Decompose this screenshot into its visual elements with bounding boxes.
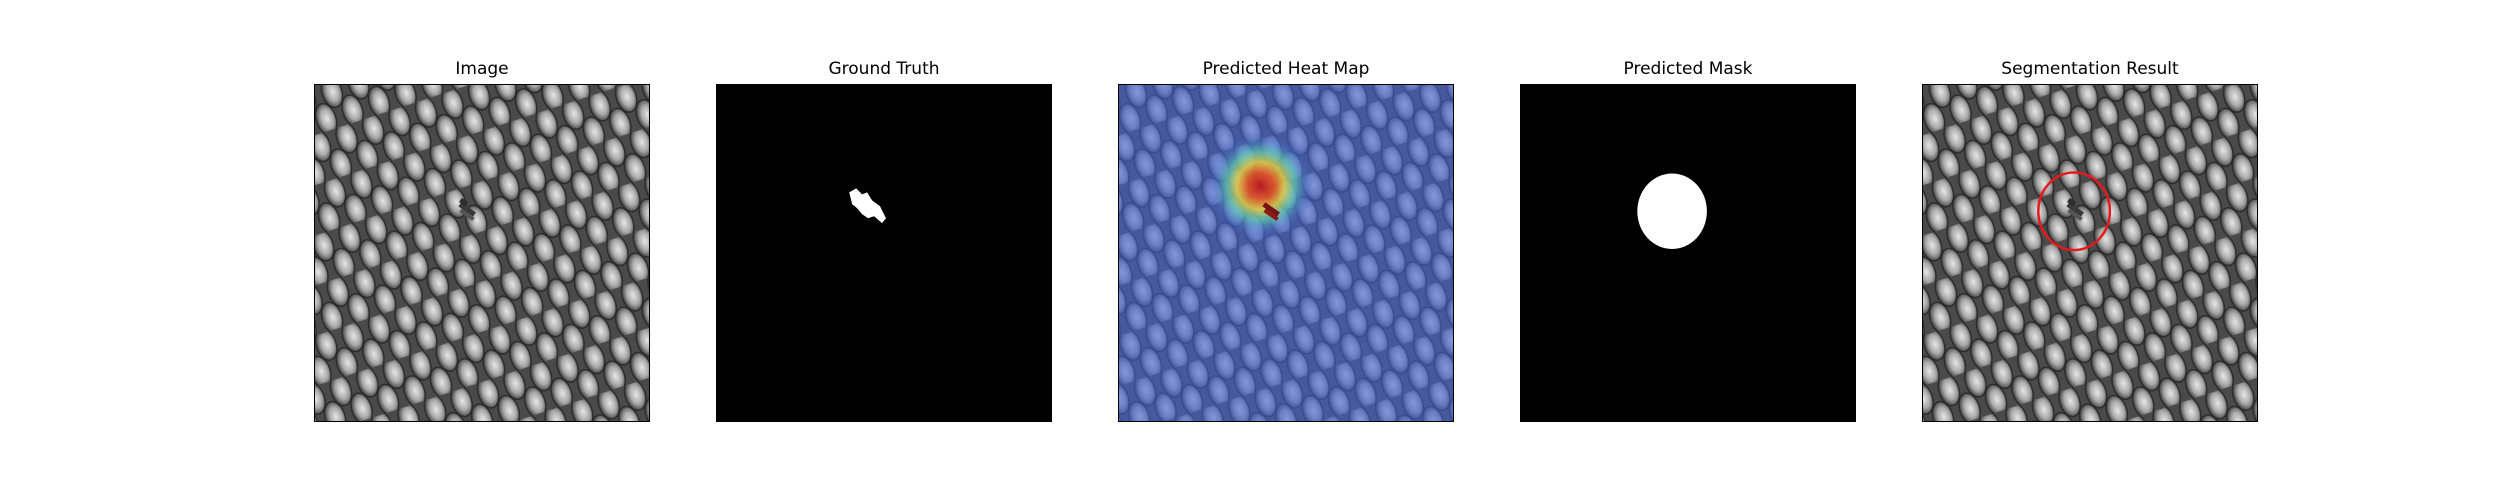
predicted-region [1637, 173, 1707, 250]
segmentation-outline [2037, 171, 2112, 252]
segmentation-overlay-image [1922, 84, 2258, 422]
panel-title: Image [455, 59, 509, 79]
panel-ground-truth: Ground Truth [716, 59, 1052, 422]
defect-mark [458, 197, 476, 221]
predicted-mask-image [1520, 84, 1856, 422]
heatmap-overlay-image [1118, 84, 1454, 422]
panel-title: Predicted Mask [1623, 59, 1753, 79]
panel-heatmap: Predicted Heat Map [1118, 59, 1454, 422]
panel-predicted-mask: Predicted Mask [1520, 59, 1856, 422]
panel-title: Predicted Heat Map [1202, 59, 1370, 79]
textured-surface-image [314, 84, 650, 422]
ground-truth-region [849, 188, 886, 224]
panel-image: Image [314, 59, 650, 422]
panel-segmentation-result: Segmentation Result [1922, 59, 2258, 422]
ground-truth-mask-image [716, 84, 1052, 422]
panel-title: Segmentation Result [2001, 59, 2179, 79]
panel-title: Ground Truth [828, 59, 940, 79]
